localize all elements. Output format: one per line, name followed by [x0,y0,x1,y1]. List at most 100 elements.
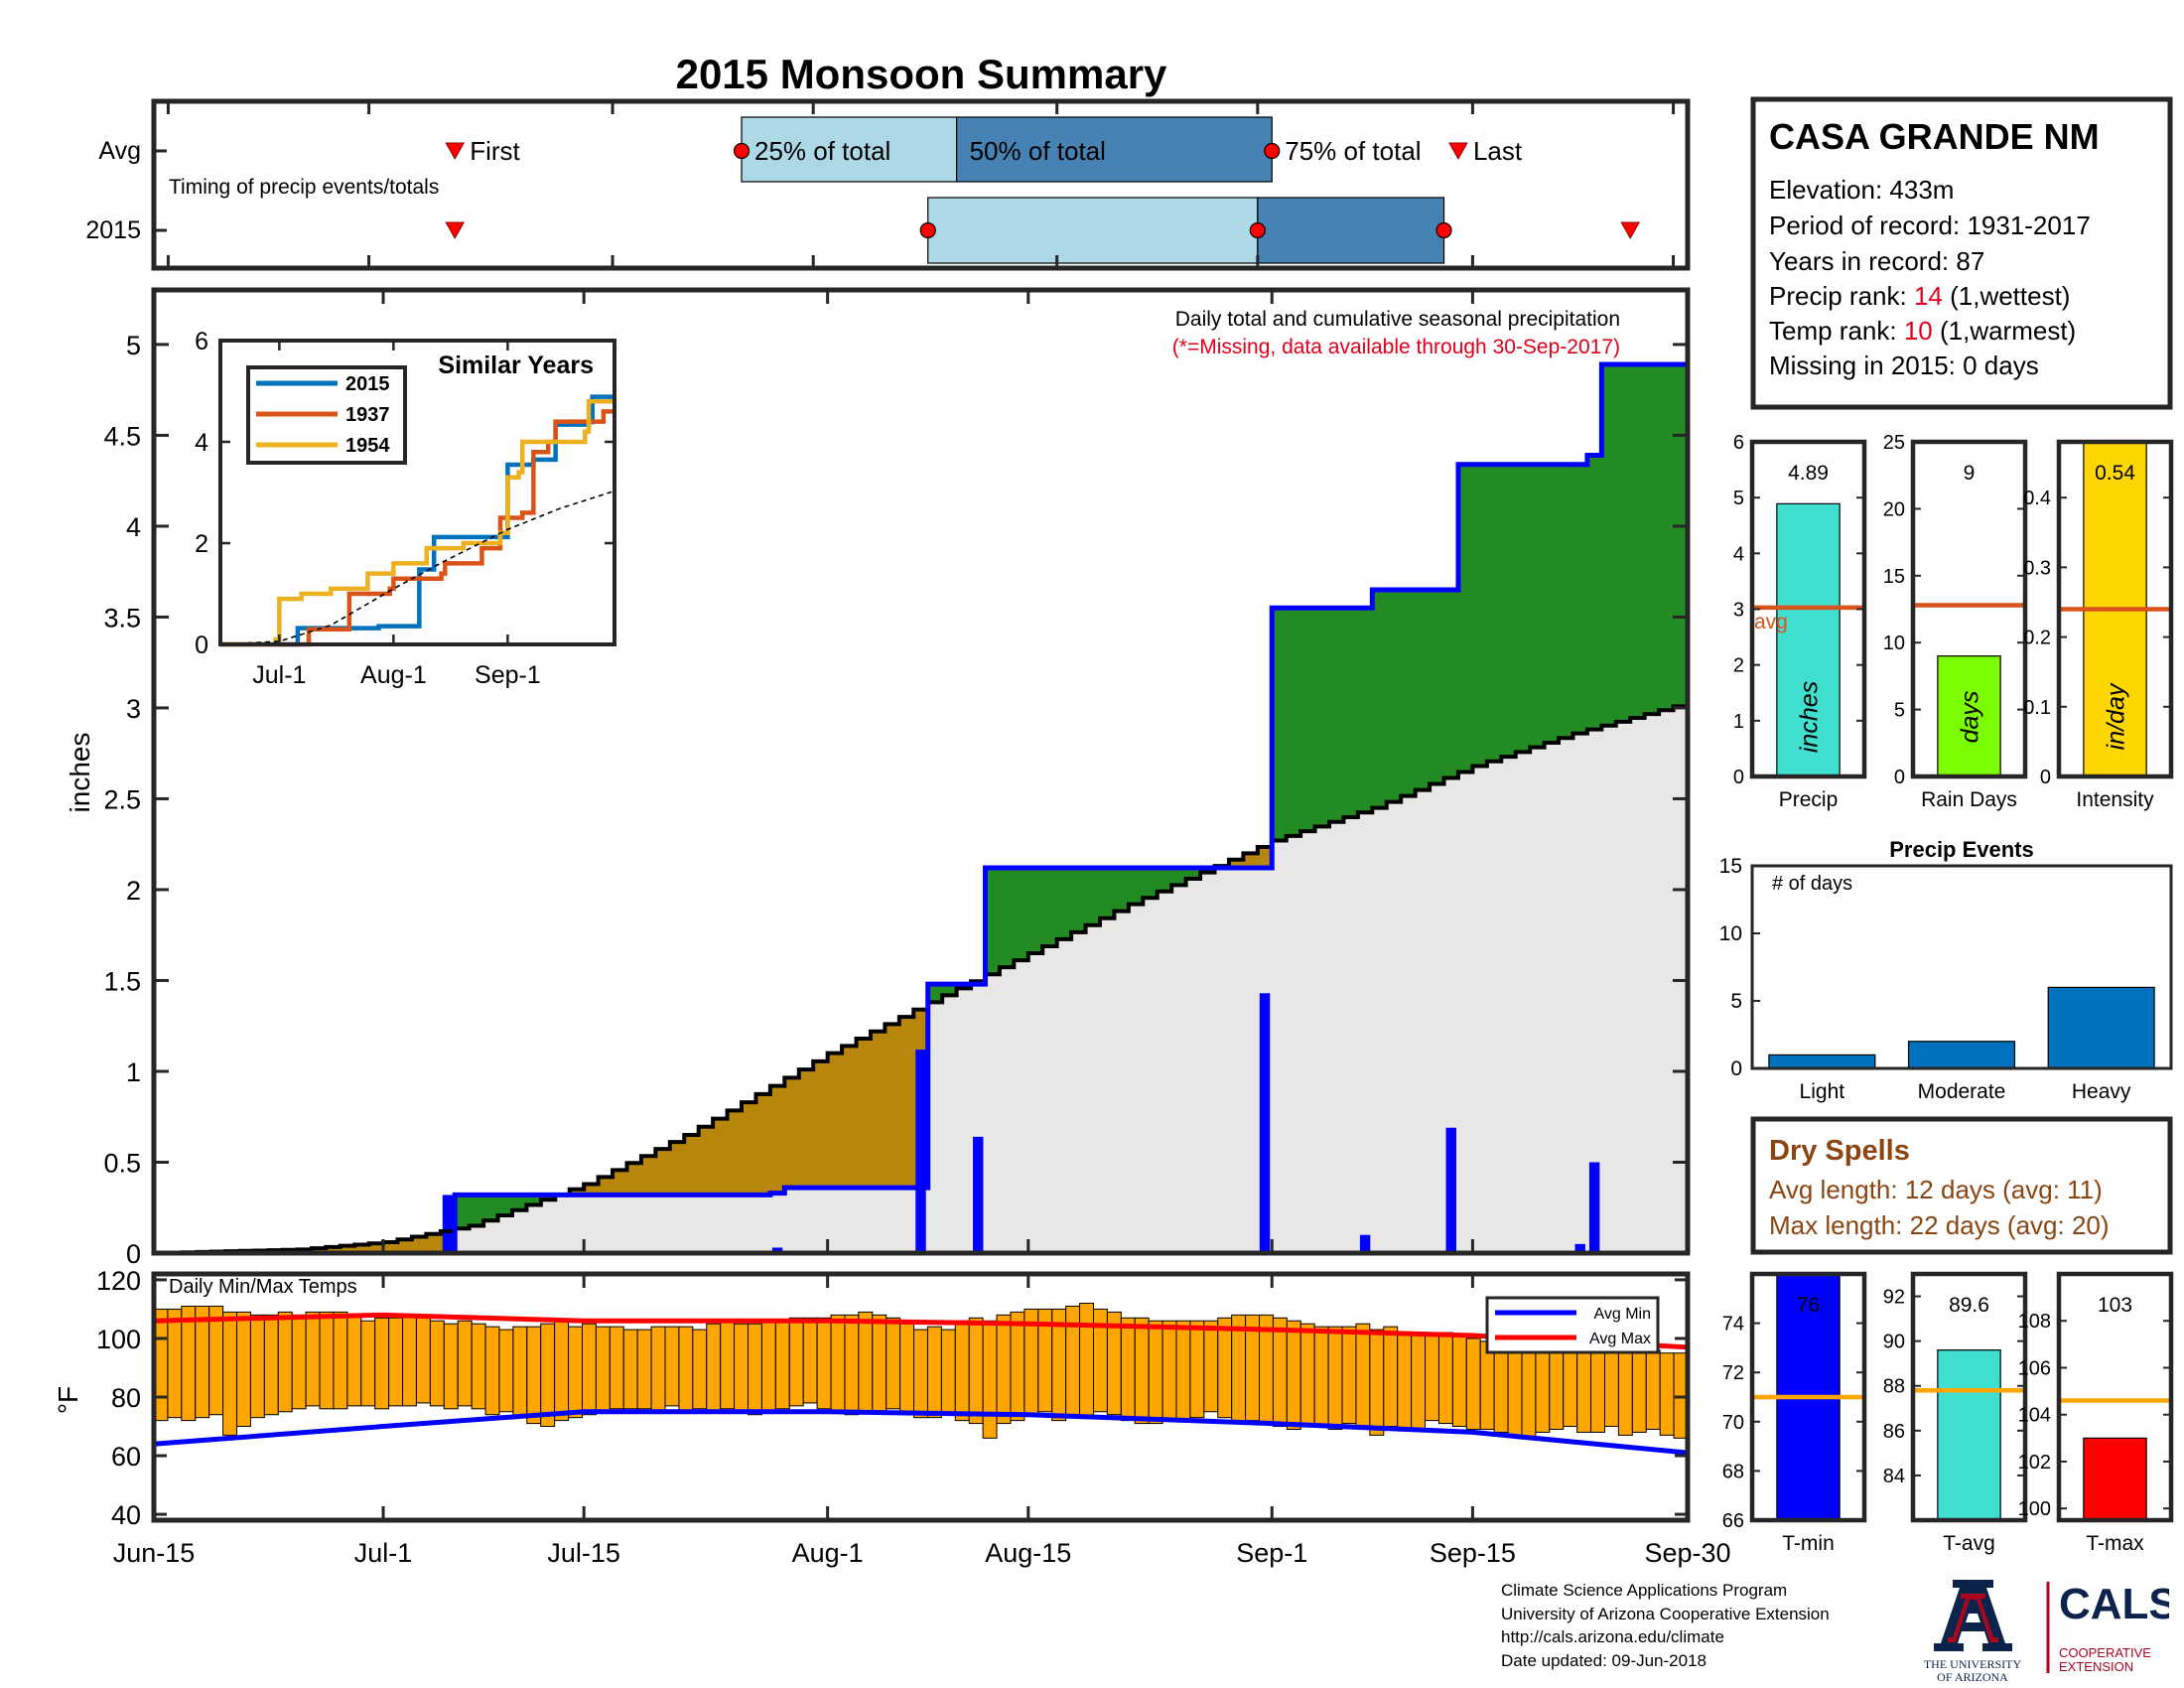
t-min-ytick-label: 70 [1722,1412,1744,1434]
daily-temp-bar [457,1320,473,1407]
above-average-area [1099,868,1116,918]
precip-bar [1776,502,1841,777]
daily-temp-bar [788,1317,804,1407]
daily-temp-bar [1313,1326,1329,1428]
avg-last-label: Last [1473,136,1523,166]
daily-temp-bar [1603,1346,1619,1428]
footer-line: Climate Science Applications Program [1501,1581,1788,1600]
daily-temp-bar [249,1314,265,1419]
daily-temp-bar [540,1323,556,1428]
daily-temp-bar [415,1317,431,1404]
footer-line: University of Arizona Cooperative Extens… [1501,1604,1830,1623]
daily-temp-bar [1507,1343,1523,1436]
daily-temp-bar [319,1311,335,1410]
legend-label-2015: 2015 [345,373,390,395]
t-max-ytick-label: 106 [2018,1357,2051,1379]
below-average-area [426,1233,442,1253]
temp-ytick-label: 80 [111,1383,141,1413]
daily-temp-bar [692,1329,708,1410]
daily-temp-bar [720,1320,736,1410]
inset-series-1954 [220,398,614,647]
dry-spells-title: Dry Spells [1769,1135,1910,1167]
above-average-area [1630,364,1646,719]
daily-temp-bar [526,1326,542,1425]
precip-value-label: 4.89 [1788,462,1829,485]
avg-box-25-50 [741,116,958,183]
t-min-label: T-min [1782,1532,1835,1555]
daily-temp-bar [333,1311,348,1410]
daily-temp-bar [1397,1332,1413,1430]
daily-temp-bar [236,1311,251,1428]
inset-marks: 0 2 4 6 Jul-1 Aug-1 Sep-1 [195,328,615,689]
date-tick-label: Jul-1 [354,1538,413,1568]
above-average-area [1415,589,1431,790]
event-bar-moderate [1907,1041,2016,1069]
below-average-area [713,1118,729,1196]
intensity-label: Intensity [2076,788,2154,811]
season-bars-panel: 0 1 2 3 4 5 6 4.89 Precip inches avg 0 5 10 15 20 25 9 Rai… [1733,432,2174,811]
y2015-box-25-50 [927,197,1259,264]
below-average-area [856,1039,872,1189]
station-info-box: CASA GRANDE NM Elevation: 433m Period of… [1750,96,2173,410]
t-max-ytick-label: 102 [2018,1452,2051,1474]
avg-p50-label: 50% of total [970,136,1106,166]
t-avg-value-label: 89.6 [1949,1294,1989,1317]
daily-temp-bar [429,1320,445,1407]
above-average-area [1386,589,1402,802]
above-average-area [1559,464,1574,739]
above-average-area [1501,464,1517,758]
below-average-area [340,1245,355,1253]
daily-temp-bar [471,1323,486,1410]
above-average-area [1586,455,1602,730]
daily-temp-bar [774,1320,790,1410]
t-avg-ytick-label: 86 [1883,1421,1905,1443]
station-name: CASA GRANDE NM [1769,116,2100,157]
rain-days-unit-label: days [1957,691,1984,744]
below-average-area [626,1163,642,1196]
daily-temp-bar [263,1314,279,1416]
avg-p25-label: 25% of total [754,136,890,166]
daily-precip-bar [1574,1243,1585,1253]
y2015-first-marker [445,221,466,240]
station-elevation: Elevation: 433m [1769,175,1954,205]
temp-summary-panel: 66 68 70 72 74 76 T-min 84 86 88 90 92 89.6 T-avg 100 1… [1722,1271,2174,1555]
above-average-area [1601,364,1617,726]
below-average-area [698,1126,714,1196]
t-max-ytick-label: 104 [2018,1405,2051,1427]
dry-spells-frame [1750,1116,2173,1255]
below-average-area [368,1243,384,1253]
daily-temp-bar [1327,1326,1343,1430]
daily-temp-bar [305,1311,321,1407]
events-marks: Light Moderate Heavy 0 5 10 15 [1719,855,2155,1103]
precip-ytick-label: 4 [1733,543,1744,565]
below-average-area [669,1142,685,1196]
below-average-area [684,1135,700,1196]
main-ytick-label: 3 [126,694,141,724]
daily-temp-bar [706,1323,722,1413]
above-average-area [1615,364,1631,722]
above-average-area [1027,868,1043,954]
daily-temp-bar [1299,1323,1315,1425]
svg-text:THE UNIVERSITY: THE UNIVERSITY [1924,1657,2022,1671]
date-tick-label: Aug-15 [985,1538,1071,1568]
avg-max-line [153,1312,1689,1350]
footer-line: Date updated: 09-Jun-2018 [1501,1650,1706,1670]
above-average-area [1544,464,1560,743]
below-average-area [640,1156,656,1196]
below-average-area [326,1246,341,1253]
above-average-area [985,868,1001,975]
t-avg-ytick-label: 84 [1883,1466,1905,1487]
daily-temp-bar [1451,1335,1467,1428]
date-tick-label: Sep-30 [1644,1538,1730,1568]
events-ytick-label: 0 [1730,1057,1742,1080]
t-min-value-label: 76 [1797,1294,1820,1317]
daily-temp-bar [1079,1303,1094,1419]
daily-temp-bar [899,1323,915,1416]
daily-temp-bar [1425,1332,1439,1422]
daily-temp-bar [678,1326,694,1413]
main-ytick-label: 0.5 [103,1148,141,1178]
above-average-area [1457,464,1474,773]
average-area [154,702,1688,1253]
precip-avg-label: avg [1754,611,1788,633]
above-average-area [497,1195,513,1216]
